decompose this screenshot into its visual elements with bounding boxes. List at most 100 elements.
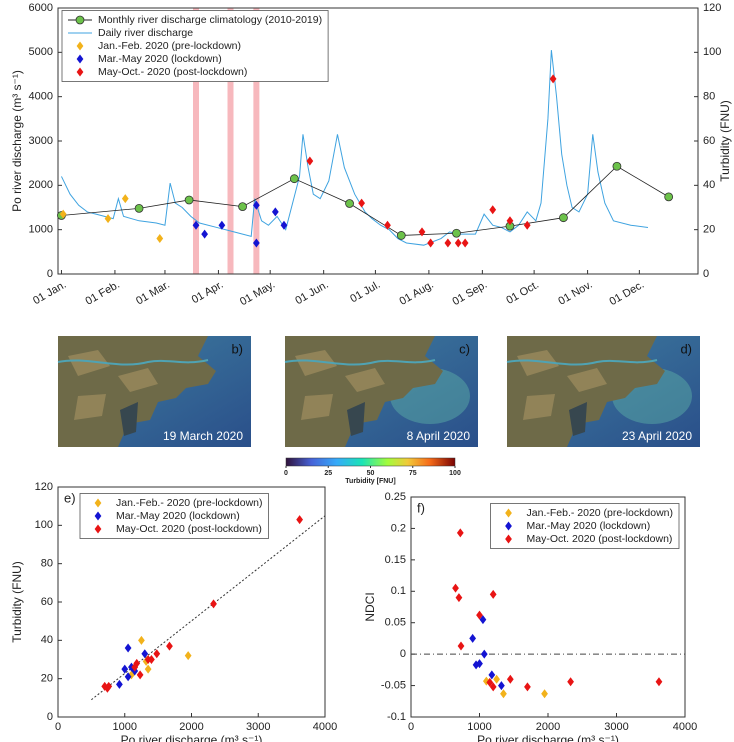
y-tick-label: -0.05 <box>381 679 406 691</box>
colorbar-tick-label: 75 <box>409 470 417 477</box>
y-tick-label: 0.15 <box>385 554 406 566</box>
marker <box>148 655 155 664</box>
marker <box>500 689 507 699</box>
series-line <box>61 50 649 246</box>
x-tick-label: 01 Nov. <box>556 279 594 308</box>
marker <box>253 238 260 248</box>
marker <box>457 641 465 651</box>
legend: Jan.-Feb.- 2020 (pre-lockdown)Mar.-May 2… <box>490 503 680 549</box>
marker <box>444 238 452 248</box>
y-tick-label: 6000 <box>29 2 53 14</box>
highlight-band <box>253 8 260 274</box>
marker <box>345 199 354 208</box>
marker <box>134 203 144 213</box>
legend-label: May-Oct. 2020 (post-lockdown) <box>116 523 262 535</box>
marker <box>184 195 194 205</box>
x-tick-label: 01 Dec. <box>607 279 646 308</box>
marker <box>524 682 531 692</box>
image-lagoon <box>120 402 138 436</box>
legend: Jan.-Feb.- 2020 (pre-lockdown)Mar.-May 2… <box>79 493 269 539</box>
marker <box>136 670 144 680</box>
marker <box>489 205 497 215</box>
marker <box>59 209 67 219</box>
y2-tick-label: 80 <box>703 91 715 103</box>
marker <box>121 194 129 204</box>
panel: 01 Jan. 01 Feb. 01 Mar. 01 Apr. 01 May. 01 Ju… <box>10 2 732 308</box>
marker <box>124 672 132 682</box>
x-tick-label: 01 Feb. <box>84 279 122 308</box>
image-lagoon <box>569 402 587 436</box>
x-tick-label: 01 Jun. <box>293 279 330 307</box>
x-axis-label: Po river discharge (m³ s⁻¹) <box>477 733 619 742</box>
x-tick-label: 01 Sep. <box>450 279 489 308</box>
marker <box>454 238 462 248</box>
legend-marker <box>505 508 512 518</box>
marker <box>452 583 459 593</box>
colorbar-tick-label: 100 <box>449 470 461 477</box>
colorbar <box>285 457 456 467</box>
legend-marker <box>94 498 102 508</box>
marker <box>549 74 557 84</box>
marker <box>664 192 674 202</box>
marker <box>104 214 112 224</box>
marker <box>358 198 365 208</box>
marker <box>271 207 279 217</box>
y-tick-label: 4000 <box>29 91 53 103</box>
y-tick-label: 2000 <box>29 179 53 191</box>
legend-label: Jan.-Feb.- 2020 (pre-lockdown) <box>527 507 673 519</box>
legend-label: Mar.-May 2020 (lockdown) <box>98 53 222 65</box>
legend-label: May-Oct. 2020 (post-lockdown) <box>527 533 673 545</box>
satellite-image: d) 23 April 2020 <box>506 336 700 447</box>
legend-marker <box>76 41 84 51</box>
colorbar-tick-label: 25 <box>324 470 332 477</box>
y-tick-label: 20 <box>41 673 53 685</box>
y2-tick-label: 40 <box>703 179 715 191</box>
legend-marker <box>76 54 84 64</box>
y-axis-label: Turbidity (FNU) <box>10 561 24 643</box>
marker <box>541 689 548 699</box>
legend-label: Jan.-Feb.- 2020 (pre-lockdown) <box>116 497 262 509</box>
marker <box>489 682 497 692</box>
marker <box>116 679 123 689</box>
image-panel-label: c) <box>459 341 470 356</box>
marker <box>138 635 145 645</box>
legend-marker <box>505 534 512 544</box>
legend-label: Monthly river discharge climatology (201… <box>98 14 322 26</box>
marker <box>488 670 496 680</box>
highlight-band <box>227 8 234 274</box>
marker <box>489 589 497 599</box>
x-tick-label: 01 Oct. <box>504 279 541 307</box>
colorbar-label: Turbidity [FNU] <box>345 478 395 485</box>
y-axis-label: Po river discharge (m³ s⁻¹) <box>10 70 24 212</box>
x-tick-label: 3000 <box>246 721 270 733</box>
marker <box>472 660 480 670</box>
x-axis-label: Po river discharge (m³ s⁻¹) <box>121 733 263 742</box>
marker <box>455 593 463 603</box>
image-panel-label: b) <box>231 341 243 356</box>
marker <box>476 610 483 620</box>
marker <box>523 220 531 230</box>
y2-tick-label: 0 <box>703 268 709 280</box>
y-axis-label: NDCI <box>363 592 377 621</box>
marker <box>153 649 161 659</box>
image-fields <box>517 350 607 420</box>
marker <box>253 200 260 210</box>
image-lagoon <box>347 402 365 436</box>
marker <box>141 649 149 659</box>
y-tick-label: 0.25 <box>385 491 406 503</box>
marker <box>201 229 209 239</box>
x-tick-label: 01 Aug. <box>398 279 436 308</box>
legend-marker <box>94 511 102 521</box>
image-date: 23 April 2020 <box>622 429 692 443</box>
x-tick-label: 01 Mar. <box>134 279 172 308</box>
marker <box>559 213 568 223</box>
marker <box>280 220 288 230</box>
y2-tick-label: 100 <box>703 46 721 58</box>
marker <box>452 228 461 238</box>
legend-box <box>61 10 329 82</box>
y-tick-label: 40 <box>41 634 53 646</box>
marker <box>218 220 226 230</box>
panel-label: f) <box>417 500 425 515</box>
